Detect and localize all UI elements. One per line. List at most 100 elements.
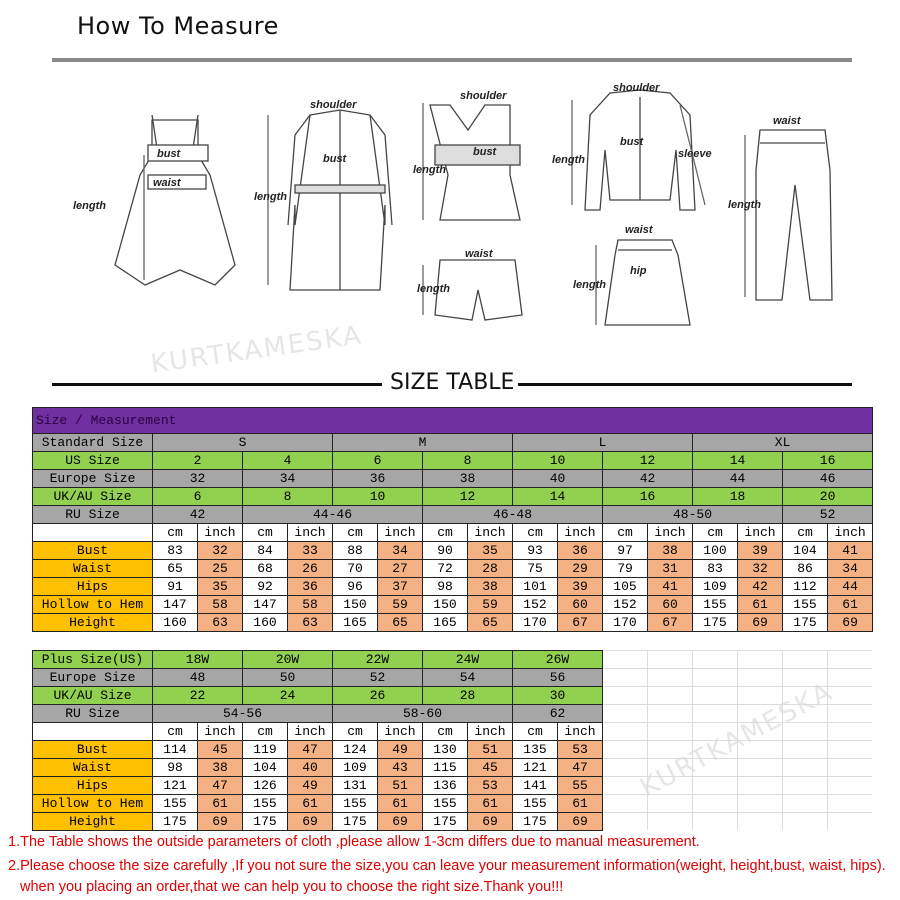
unit-header: inch [826, 523, 874, 542]
value-inch: 38 [467, 577, 513, 596]
unit-header: inch [557, 722, 603, 741]
value-cm: 104 [242, 758, 288, 777]
pants-waist-label: waist [773, 115, 802, 127]
value-inch: 69 [557, 812, 603, 831]
unit-header: inch [467, 523, 513, 542]
us-value: 8 [422, 451, 513, 470]
ru-value: 46-48 [422, 505, 603, 524]
value-inch: 38 [197, 758, 243, 777]
value-inch: 47 [287, 740, 333, 759]
value-cm: 147 [152, 595, 198, 614]
measurement-row: Height 160 63 160 63 165 65 165 65 170 67 170 67 175 6… [32, 613, 874, 632]
value-inch: 47 [197, 776, 243, 795]
europe-value: 36 [332, 469, 423, 488]
shirt-shoulder-label: shoulder [613, 82, 660, 94]
value-cm: 91 [152, 577, 198, 596]
standard-value: L [512, 433, 693, 452]
ukau-value: 6 [152, 487, 243, 506]
vest-shoulder-label: shoulder [460, 90, 507, 102]
value-inch: 53 [467, 776, 513, 795]
dress-bust-label: bust [157, 148, 182, 160]
value-inch: 27 [377, 559, 423, 578]
ru-value: 52 [781, 505, 874, 524]
ukau-label: UK/AU Size [32, 487, 153, 506]
value-cm: 72 [422, 559, 468, 578]
us-row: US Size 2 4 6 8 10 12 14 16 [32, 451, 874, 470]
value-cm: 155 [422, 794, 468, 813]
ukau-value: 14 [512, 487, 603, 506]
europe-value: 32 [152, 469, 243, 488]
europe-value: 34 [242, 469, 333, 488]
value-cm: 121 [152, 776, 198, 795]
ukau-value: 20 [781, 487, 874, 506]
measurement-row: Hollow to Hem 147 58 147 58 150 59 150 59 152 60 15… [32, 595, 874, 614]
value-cm: 100 [692, 541, 738, 560]
plus-value: 20W [242, 650, 333, 669]
value-inch: 53 [557, 740, 603, 759]
coat-illustration: shoulder bust length [254, 99, 393, 291]
value-inch: 28 [467, 559, 513, 578]
plus-value: 18W [152, 650, 243, 669]
value-inch: 58 [197, 595, 243, 614]
measurement-row: Height 175 69 175 69 175 69 175 69 175 69 [32, 812, 603, 831]
ru-value: 42 [152, 505, 243, 524]
value-inch: 63 [287, 613, 333, 632]
value-inch: 69 [287, 812, 333, 831]
unit-header: cm [422, 722, 468, 741]
shirt-length-label: length [552, 154, 585, 166]
value-cm: 90 [422, 541, 468, 560]
unit-header: cm [332, 523, 378, 542]
ukau-value: 28 [422, 686, 513, 705]
europe-label: Europe Size [32, 668, 153, 687]
value-inch: 35 [197, 577, 243, 596]
dress-waist-label: waist [153, 177, 182, 189]
value-cm: 83 [152, 541, 198, 560]
measurement-label: Hollow to Hem [32, 794, 153, 813]
measurement-label: Height [32, 812, 153, 831]
value-cm: 160 [242, 613, 288, 632]
unit-header: inch [647, 523, 693, 542]
dress-length-label: length [73, 200, 106, 212]
measurement-row: Hips 121 47 126 49 131 51 136 53 141 55 [32, 776, 603, 795]
value-inch: 69 [737, 613, 783, 632]
measurement-label: Bust [32, 541, 153, 560]
value-cm: 141 [512, 776, 558, 795]
europe-value: 40 [512, 469, 603, 488]
unit-header: inch [287, 523, 333, 542]
value-cm: 150 [332, 595, 378, 614]
table-caption: Size / Measurement [31, 407, 874, 434]
value-inch: 61 [737, 595, 783, 614]
us-value: 10 [512, 451, 603, 470]
value-cm: 98 [422, 577, 468, 596]
value-inch: 45 [467, 758, 513, 777]
value-cm: 165 [332, 613, 378, 632]
us-value: 2 [152, 451, 243, 470]
value-inch: 41 [826, 541, 874, 560]
ru-label: RU Size [32, 505, 153, 524]
value-inch: 49 [287, 776, 333, 795]
plus-value: 22W [332, 650, 423, 669]
value-inch: 31 [647, 559, 693, 578]
europe-value: 52 [332, 668, 423, 687]
value-inch: 29 [557, 559, 603, 578]
ru-value: 58-60 [332, 704, 513, 723]
ukau-row: UK/AU Size 22 24 26 28 30 [32, 686, 603, 705]
value-cm: 175 [152, 812, 198, 831]
value-cm: 175 [422, 812, 468, 831]
value-inch: 61 [287, 794, 333, 813]
title-divider [52, 58, 852, 62]
standard-value: S [152, 433, 333, 452]
standard-row: Standard Size S M L XL [32, 433, 874, 452]
unit-header: cm [512, 722, 558, 741]
value-cm: 101 [512, 577, 558, 596]
size-table-divider-left [52, 383, 382, 386]
value-inch: 59 [377, 595, 423, 614]
units-label [32, 523, 153, 542]
measurement-label: Hips [32, 776, 153, 795]
shorts-waist-label: waist [465, 248, 494, 260]
value-inch: 41 [647, 577, 693, 596]
measurement-row: Bust 114 45 119 47 124 49 130 51 135 53 [32, 740, 603, 759]
value-inch: 34 [826, 559, 874, 578]
ukau-row: UK/AU Size 6 8 10 12 14 16 18 20 [32, 487, 874, 506]
value-inch: 35 [467, 541, 513, 560]
